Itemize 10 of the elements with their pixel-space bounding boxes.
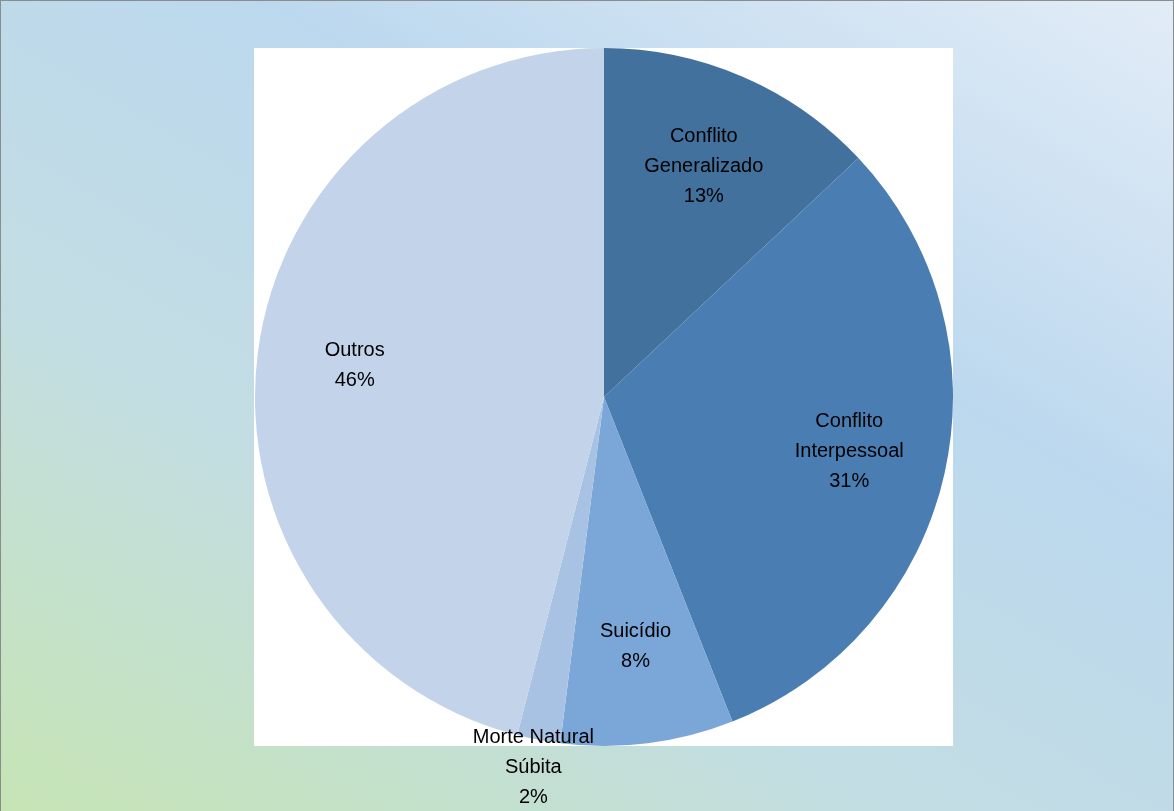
data-label: 2% xyxy=(518,784,549,807)
data-label: 31% xyxy=(829,469,870,492)
slice-label: Outros xyxy=(324,338,385,361)
slice-label: Morte Natural Súbita xyxy=(472,724,594,777)
slice-label: Suicídio xyxy=(599,618,672,641)
slice-label: Conflito Generalizado xyxy=(644,123,764,176)
data-label: 8% xyxy=(621,648,651,671)
data-label: 46% xyxy=(334,368,375,391)
data-label: 13% xyxy=(683,183,725,206)
slice-label: Conflito Interpessoal xyxy=(794,409,904,462)
